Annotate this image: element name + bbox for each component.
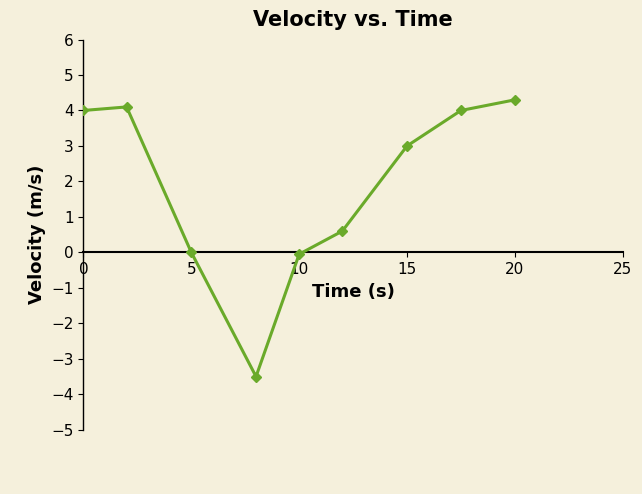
- X-axis label: Time (s): Time (s): [311, 283, 395, 301]
- Y-axis label: Velocity (m/s): Velocity (m/s): [28, 165, 46, 304]
- Title: Velocity vs. Time: Velocity vs. Time: [253, 9, 453, 30]
